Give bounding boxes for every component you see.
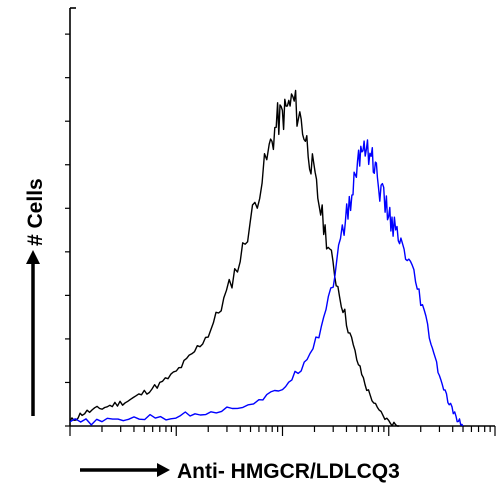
x-axis-label: Anti- HMGCR/LDLCQ3	[177, 460, 400, 483]
x-arrow-head-icon	[157, 463, 170, 477]
x-axis-label-group: Anti- HMGCR/LDLCQ3	[80, 460, 400, 483]
stained-series-line	[69, 139, 464, 427]
y-axis-label: # Cells	[24, 178, 47, 246]
series-layer	[69, 89, 464, 427]
y-arrow-head-icon	[26, 250, 40, 264]
x-ticks	[69, 426, 496, 436]
y-axis-label-group: # Cells	[24, 178, 47, 416]
y-ticks	[65, 33, 70, 427]
control-series-line	[69, 89, 399, 427]
plot-area	[65, 7, 496, 436]
